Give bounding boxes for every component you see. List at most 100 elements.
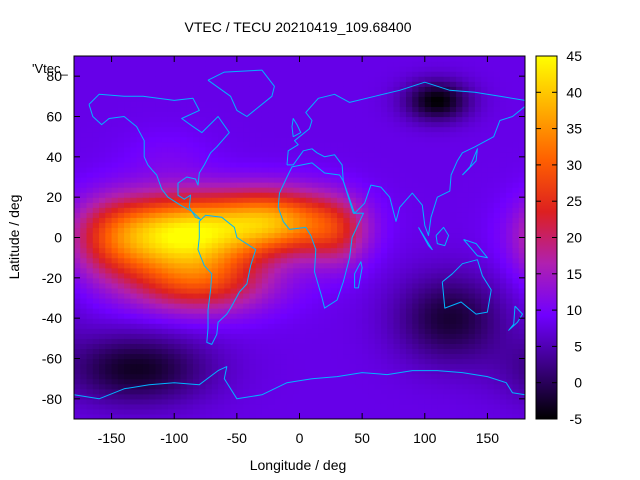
heatmap-cell: [499, 131, 507, 138]
heatmap-cell: [443, 141, 451, 148]
heatmap-cell: [412, 156, 420, 163]
heatmap-cell: [456, 101, 463, 108]
heatmap-cell: [161, 398, 169, 405]
heatmap-cell: [424, 413, 432, 419]
heatmap-cell: [255, 408, 263, 415]
heatmap-cell: [330, 262, 338, 269]
heatmap-cell: [136, 378, 144, 385]
heatmap-cell: [111, 116, 119, 123]
heatmap-cell: [355, 131, 363, 138]
heatmap-cell: [130, 66, 138, 72]
heatmap-cell: [418, 398, 426, 405]
heatmap-cell: [174, 86, 182, 92]
heatmap-cell: [174, 116, 182, 123]
heatmap-cell: [286, 383, 294, 390]
heatmap-cell: [249, 308, 257, 314]
heatmap-cell: [405, 353, 413, 360]
heatmap-cell: [299, 61, 307, 67]
heatmap-cell: [318, 388, 326, 395]
heatmap-cell: [218, 207, 225, 213]
heatmap-cell: [249, 388, 257, 395]
heatmap-cell: [456, 398, 463, 405]
heatmap-cell: [362, 217, 369, 223]
heatmap-cell: [299, 111, 307, 118]
heatmap-cell: [130, 262, 138, 269]
heatmap-cell: [393, 66, 401, 72]
heatmap-cell: [224, 247, 232, 254]
heatmap-cell: [99, 222, 106, 229]
heatmap-cell: [286, 313, 294, 319]
heatmap-cell: [312, 413, 319, 419]
heatmap-cell: [368, 398, 376, 405]
heatmap-cell: [86, 151, 94, 158]
heatmap-cell: [274, 353, 282, 360]
heatmap-cell: [305, 56, 313, 62]
heatmap-cell: [487, 136, 495, 143]
heatmap-cell: [111, 151, 119, 158]
heatmap-cell: [268, 141, 276, 148]
heatmap-cell: [487, 257, 495, 264]
heatmap-cell: [318, 328, 326, 334]
heatmap-cell: [230, 308, 238, 314]
heatmap-cell: [205, 217, 213, 223]
heatmap-cell: [337, 318, 344, 324]
heatmap-cell: [487, 217, 495, 223]
heatmap-cell: [305, 368, 313, 375]
heatmap-cell: [380, 388, 388, 395]
heatmap-cell: [474, 393, 482, 400]
heatmap-cell: [443, 358, 451, 365]
heatmap-cell: [343, 131, 351, 138]
heatmap-cell: [405, 408, 413, 415]
heatmap-cell: [111, 272, 119, 279]
heatmap-cell: [249, 71, 257, 77]
heatmap-cell: [224, 106, 232, 113]
heatmap-cell: [337, 121, 344, 128]
heatmap-cell: [318, 262, 326, 269]
heatmap-cell: [268, 413, 276, 419]
heatmap-cell: [224, 232, 232, 239]
heatmap-cell: [224, 121, 232, 128]
heatmap-cell: [124, 86, 131, 92]
heatmap-cell: [218, 136, 225, 143]
heatmap-cell: [412, 151, 420, 158]
heatmap-cell: [224, 96, 232, 102]
heatmap-cell: [349, 242, 357, 249]
heatmap-cell: [405, 393, 413, 400]
heatmap-cell: [174, 146, 182, 153]
heatmap-cell: [280, 292, 288, 299]
heatmap-cell: [224, 328, 232, 334]
heatmap-cell: [105, 101, 113, 108]
heatmap-cell: [462, 277, 470, 284]
heatmap-cell: [124, 237, 131, 244]
heatmap-cell: [349, 66, 357, 72]
heatmap-cell: [368, 393, 376, 400]
heatmap-cell: [167, 338, 175, 344]
heatmap-cell: [268, 282, 276, 289]
heatmap-cell: [268, 298, 276, 304]
heatmap-cell: [405, 313, 413, 319]
heatmap-cell: [343, 287, 351, 294]
heatmap-cell: [337, 71, 344, 77]
heatmap-cell: [474, 413, 482, 419]
heatmap-cell: [186, 252, 194, 259]
heatmap-cell: [224, 298, 232, 304]
heatmap-cell: [193, 338, 200, 344]
heatmap-cell: [312, 373, 319, 380]
heatmap-cell: [105, 303, 113, 309]
heatmap-cell: [218, 408, 225, 415]
heatmap-cell: [399, 308, 407, 314]
heatmap-cell: [462, 257, 470, 264]
heatmap-cell: [105, 272, 113, 279]
heatmap-cell: [199, 338, 207, 344]
heatmap-cell: [493, 292, 501, 299]
heatmap-cell: [167, 262, 175, 269]
heatmap-cell: [399, 313, 407, 319]
heatmap-cell: [236, 242, 244, 249]
heatmap-cell: [393, 368, 401, 375]
heatmap-cell: [343, 343, 351, 350]
heatmap-cell: [312, 348, 319, 355]
heatmap-cell: [380, 313, 388, 319]
heatmap-cell: [142, 126, 150, 133]
heatmap-cell: [349, 121, 357, 128]
heatmap-cell: [393, 277, 401, 284]
